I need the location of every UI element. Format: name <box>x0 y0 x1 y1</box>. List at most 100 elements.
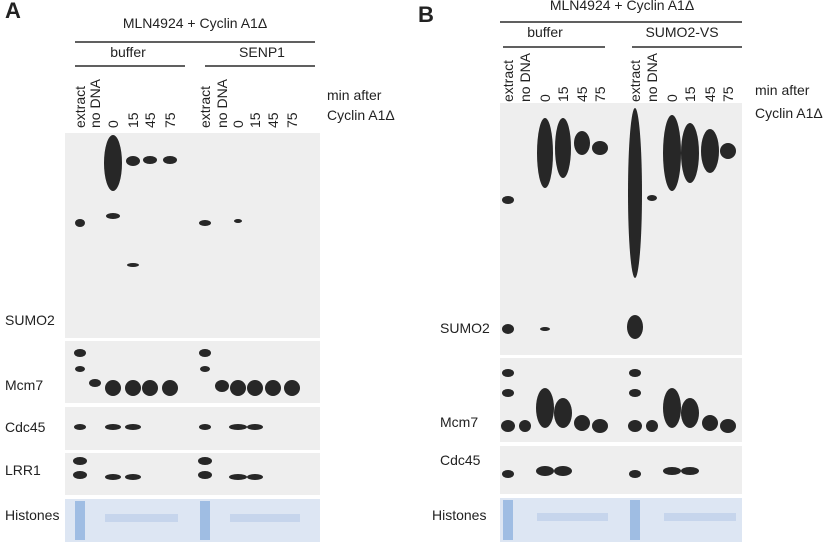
band <box>720 419 736 433</box>
panel-label: B <box>418 2 434 27</box>
band <box>628 108 642 278</box>
band <box>215 380 229 392</box>
blot <box>65 453 320 495</box>
group-label: buffer <box>527 24 563 40</box>
band <box>198 457 212 465</box>
lane-label: 45 <box>142 112 158 128</box>
band <box>75 366 85 372</box>
band <box>502 324 514 334</box>
band <box>89 379 101 387</box>
band <box>143 156 157 164</box>
lane-label: 75 <box>592 86 608 102</box>
lane-label: 45 <box>574 86 590 102</box>
histone-band <box>105 514 178 522</box>
lane-label: 45 <box>265 112 281 128</box>
lane-label: 0 <box>105 120 121 128</box>
band <box>73 471 87 479</box>
time-note: min after <box>755 82 810 98</box>
band <box>199 424 211 430</box>
band <box>629 389 641 397</box>
blot <box>65 407 320 450</box>
lane-label: 0 <box>230 120 246 128</box>
band <box>681 398 699 428</box>
time-note: min after <box>327 87 382 103</box>
band <box>519 420 531 432</box>
band <box>554 398 572 428</box>
band <box>104 135 122 191</box>
band <box>574 415 590 431</box>
band <box>284 380 300 396</box>
band <box>199 349 211 357</box>
band <box>229 474 247 480</box>
band <box>592 141 608 155</box>
lane-label: 75 <box>720 86 736 102</box>
band <box>555 118 571 178</box>
band <box>247 474 263 480</box>
band <box>125 474 141 480</box>
band <box>627 315 643 339</box>
band <box>663 388 681 428</box>
band <box>629 369 641 377</box>
lane-label: 0 <box>664 94 680 102</box>
band <box>247 424 263 430</box>
histone-band <box>537 513 608 521</box>
histone-band <box>200 501 210 540</box>
band <box>720 143 736 159</box>
group-label: SENP1 <box>239 44 285 60</box>
band <box>105 474 121 480</box>
time-note: Cyclin A1Δ <box>327 107 395 123</box>
lane-label: no DNA <box>214 78 230 128</box>
time-note: Cyclin A1Δ <box>755 105 823 121</box>
lane-label: 0 <box>537 94 553 102</box>
band <box>75 219 85 227</box>
band <box>106 213 120 219</box>
lane-label: 15 <box>555 86 571 102</box>
band <box>74 424 86 430</box>
lane-label: 75 <box>284 112 300 128</box>
band <box>702 415 718 431</box>
band <box>73 457 87 465</box>
band <box>230 380 246 396</box>
band <box>501 420 515 432</box>
lane-label: no DNA <box>87 78 103 128</box>
band <box>234 219 242 223</box>
histone-band <box>664 513 736 521</box>
lane-label: 15 <box>247 112 263 128</box>
lane-label: 15 <box>682 86 698 102</box>
blot-label: Cdc45 <box>440 452 481 468</box>
band <box>646 420 658 432</box>
band <box>163 156 177 164</box>
band <box>701 129 719 173</box>
band <box>681 467 699 475</box>
group-label: buffer <box>110 44 146 60</box>
group-label: SUMO2-VS <box>645 24 718 40</box>
band <box>502 470 514 478</box>
band <box>663 467 681 475</box>
blot <box>65 341 320 403</box>
band <box>629 470 641 478</box>
lane-label: extract <box>627 60 643 102</box>
band <box>126 156 140 166</box>
histone-band <box>75 501 85 540</box>
blot-label: Mcm7 <box>440 414 478 430</box>
band <box>663 115 681 191</box>
blot-label: SUMO2 <box>5 312 55 328</box>
blot-label: LRR1 <box>5 462 41 478</box>
blot <box>65 133 320 338</box>
lane-label: 45 <box>702 86 718 102</box>
band <box>574 131 590 155</box>
histone-band <box>230 514 300 522</box>
blot-label: Cdc45 <box>5 419 46 435</box>
band <box>536 388 554 428</box>
lane-label: no DNA <box>644 52 660 102</box>
band <box>628 420 642 432</box>
band <box>105 380 121 396</box>
band <box>265 380 281 396</box>
band <box>105 424 121 430</box>
blot-label: Histones <box>5 507 59 523</box>
band <box>199 220 211 226</box>
band <box>127 263 139 267</box>
lane-label: 15 <box>125 112 141 128</box>
band <box>540 327 550 331</box>
